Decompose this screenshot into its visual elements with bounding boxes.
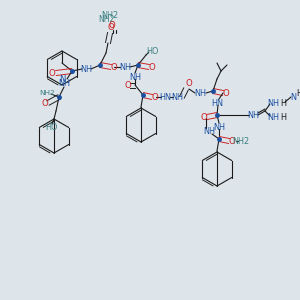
Text: HN: HN [211,98,223,107]
Text: O: O [109,22,116,31]
Text: O: O [111,62,117,71]
Text: O: O [152,92,158,101]
Text: N: N [59,76,65,85]
Text: H: H [280,98,286,107]
Text: H: H [296,88,300,98]
Text: NH: NH [171,92,183,101]
Text: NH: NH [267,98,279,107]
Text: O: O [223,88,230,98]
Text: O: O [186,79,192,88]
Text: O: O [42,98,48,107]
Text: O: O [124,80,131,89]
Text: O: O [201,112,207,122]
Text: NH: NH [267,112,279,122]
Text: HO: HO [45,122,57,131]
Text: O: O [108,22,114,32]
Text: NH: NH [194,88,206,98]
Text: NH2: NH2 [39,90,55,96]
Text: NH2: NH2 [232,136,250,146]
Text: NH: NH [213,122,225,131]
Text: NH2: NH2 [98,14,114,23]
Text: H: H [280,112,286,122]
Text: O: O [229,136,236,146]
Text: N: N [290,92,296,101]
Text: NH2: NH2 [101,11,118,20]
Text: HN: HN [159,92,171,101]
Text: O: O [148,62,155,71]
Text: NH: NH [247,110,259,119]
Text: NH: NH [129,73,141,82]
Text: HO: HO [146,47,158,56]
Text: NH: NH [119,62,131,71]
Text: NH: NH [80,64,92,74]
Text: O: O [49,68,56,77]
Text: NH: NH [58,79,70,88]
Text: NH: NH [203,127,215,136]
